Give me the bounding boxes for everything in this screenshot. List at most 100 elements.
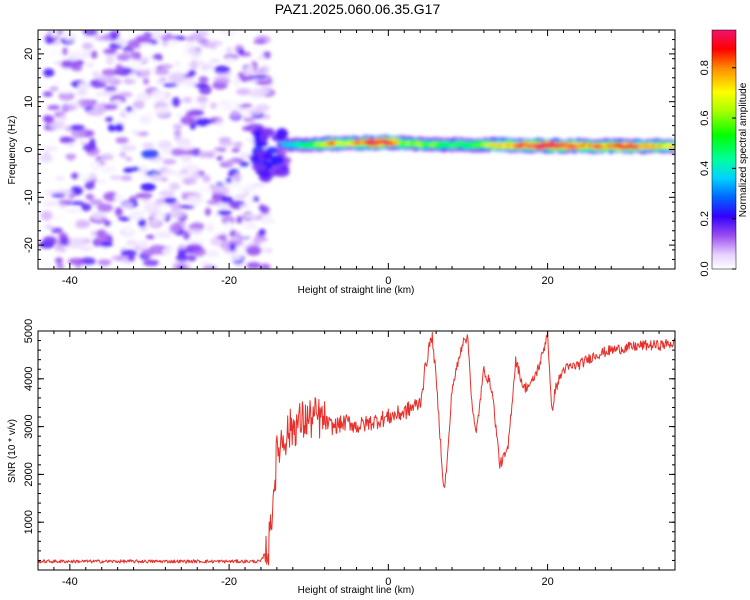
spectrogram-noise-blob — [42, 199, 60, 208]
spectrogram-noise-blob — [253, 237, 262, 244]
spectrogram-noise-blob — [68, 257, 86, 266]
spectrogram-noise-blob — [120, 144, 137, 152]
spectrogram-noise-blob — [269, 154, 285, 166]
spectrogram-noise-blob — [65, 208, 82, 213]
spectrogram-noise-blob — [193, 186, 209, 194]
spectrogram-noise-blob — [159, 77, 167, 82]
spectrogram-noise-blob — [239, 161, 250, 167]
spectrogram-noise-blob — [198, 150, 208, 159]
spectrogram-noise-blob — [96, 178, 107, 185]
spectrogram-noise-blob — [44, 224, 55, 230]
spectrogram-noise-blob — [142, 77, 150, 85]
spectrogram-noise-blob — [142, 259, 160, 267]
spectrogram-noise-blob — [156, 199, 167, 204]
spectrogram-noise-blob — [127, 254, 136, 262]
spectrogram-noise-blob — [202, 174, 211, 183]
spectrogram-noise-blob — [58, 91, 75, 101]
spectrogram-noise-blob — [84, 181, 95, 190]
spectrogram-noise-blob — [78, 82, 89, 90]
spectrogram-noise-blob — [50, 227, 63, 234]
spectrogram-noise-blob — [107, 124, 116, 132]
spectrogram-noise-blob — [175, 254, 189, 262]
spectrogram-noise-blob — [182, 177, 197, 185]
spectrogram-noise-blob — [60, 60, 77, 69]
spectrogram-noise-blob — [251, 74, 268, 80]
spectrogram-noise-blob — [232, 76, 241, 87]
spectrogram-noise-blob — [221, 215, 236, 225]
spectrogram-noise-blob — [74, 59, 85, 66]
spectrogram-noise-blob — [140, 175, 151, 180]
spectrogram-noise-blob — [76, 89, 87, 96]
spectrogram-noise-blob — [218, 140, 234, 147]
spectrogram-noise-blob — [181, 149, 200, 156]
spectrogram-noise-blob — [158, 140, 167, 147]
spectrogram-noise-blob — [148, 244, 167, 255]
spectrogram-noise-blob — [236, 88, 252, 96]
spectrogram-noise-blob — [116, 53, 131, 62]
spectrogram-noise-blob — [114, 123, 124, 132]
spectrogram-noise-blob — [118, 91, 133, 98]
spectrogram-noise-blob — [170, 148, 186, 156]
snr-y-axis-title: SNR (10 * v/v) — [7, 419, 18, 483]
spectrogram-noise-blob — [188, 33, 203, 40]
spectrogram-noise-blob — [92, 71, 100, 77]
spectrogram-noise-blob — [204, 151, 216, 159]
spectrogram-noise-blob — [190, 98, 198, 109]
spectrogram-noise-blob — [70, 124, 85, 131]
spectrogram-noise-blob — [149, 66, 157, 73]
snr-y-tick-label: 4000 — [23, 367, 35, 391]
spectrogram-noise-blob — [128, 211, 145, 221]
spectrogram-noise-blob — [275, 128, 289, 141]
spectrogram-noise-blob — [109, 30, 120, 40]
spectrogram-noise-blob — [265, 146, 279, 154]
spectrogram-noise-blob — [252, 162, 267, 172]
spectrogram-noise-blob — [233, 231, 242, 239]
spectrogram-noise-blob — [62, 104, 77, 111]
spectrogram-noise-blob — [186, 254, 197, 262]
spectrogram-noise-blob — [105, 117, 114, 122]
spectrogram-noise-blob — [91, 210, 105, 221]
spectrogram-noise-blob — [137, 218, 146, 228]
spectrogram-noise-blob — [225, 221, 233, 230]
spectrogram-noise-blob — [178, 204, 195, 209]
spectrogram-noise-blob — [246, 63, 255, 74]
spectrogram-noise-blob — [142, 142, 155, 149]
spectrogram-noise-blob — [40, 210, 53, 221]
spectrogram-noise-blob — [232, 172, 242, 183]
spectrogram-noise-blob — [204, 182, 211, 192]
spectrogram-noise-blob — [261, 153, 272, 160]
spectrogram-noise-blob — [58, 115, 68, 121]
spectrogram-noise-blob — [260, 127, 276, 137]
spectrogram-noise-blob — [223, 57, 237, 65]
spectrogram-noise-blob — [243, 117, 255, 123]
spectrogram-y-tick-label: 10 — [23, 96, 35, 108]
spectrogram-noise-blob — [199, 104, 207, 110]
spectrogram-noise-blob — [42, 236, 57, 245]
spectrogram-noise-blob — [252, 69, 263, 75]
spectrogram-noise-blob — [54, 176, 66, 181]
spectrogram-noise-blob — [125, 106, 133, 112]
spectrogram-noise-blob — [86, 109, 104, 116]
spectrogram-noise-blob — [120, 249, 138, 257]
snr-y-tick-label: 5000 — [23, 319, 35, 343]
spectrogram-noise-blob — [70, 201, 85, 206]
spectrogram-noise-blob — [180, 115, 195, 125]
snr-x-axis-title: Height of straight line (km) — [298, 585, 415, 596]
colorbar-tick-label: 0.2 — [699, 211, 711, 226]
spectrogram-noise-blob — [175, 137, 192, 145]
spectrogram-noise-blob — [98, 161, 106, 166]
spectrogram-noise-blob — [215, 32, 226, 39]
spectrogram-y-tick-label: 0 — [23, 146, 35, 152]
spectrogram-y-tick-label: -20 — [23, 237, 35, 253]
spectrogram-noise-blob — [245, 222, 258, 230]
spectrogram-noise-blob — [168, 72, 186, 83]
spectrogram-noise-blob — [159, 190, 175, 197]
spectrogram-noise-blob — [48, 47, 59, 53]
spectrogram-noise-blob — [257, 55, 266, 60]
spectrogram-noise-blob — [202, 264, 217, 269]
snr-ticks: -40 -20 0 20 1000 2000 3000 4000 5000 — [23, 319, 676, 588]
spectrogram-noise-blob — [208, 234, 218, 239]
spectrogram-noise-blob — [264, 84, 273, 89]
spectrogram-noise-blob — [252, 47, 267, 53]
spectrogram-noise-blob — [239, 204, 252, 210]
